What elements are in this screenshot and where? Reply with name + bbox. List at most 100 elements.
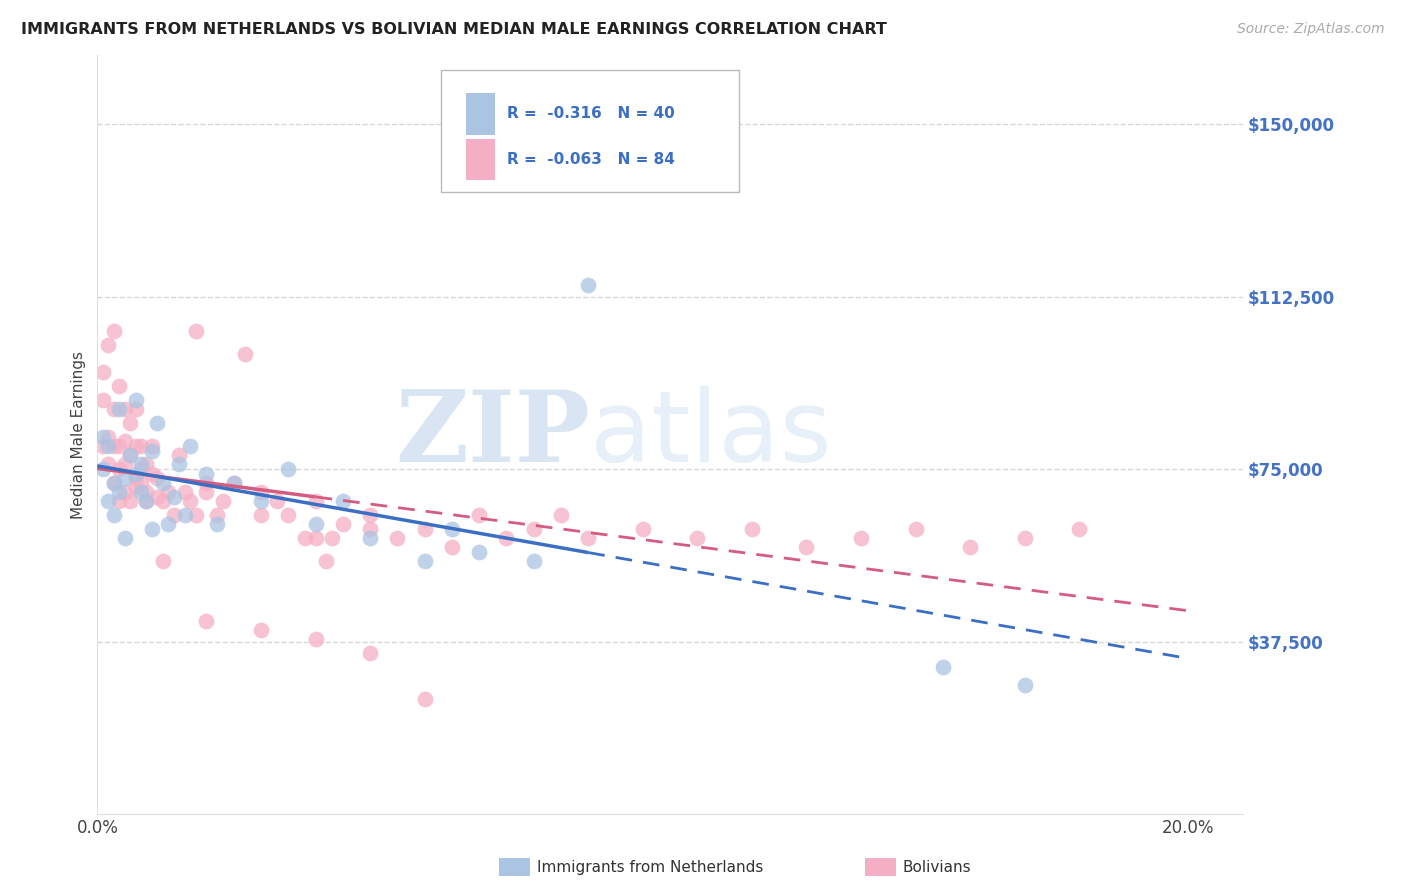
Point [332, 517, 354, 532]
Point [124, 393, 146, 408]
Text: ZIP: ZIP [395, 386, 591, 483]
Point [103, 508, 125, 522]
Point [129, 439, 152, 453]
Text: atlas: atlas [591, 386, 831, 483]
Point [250, 485, 273, 500]
Point [124, 467, 146, 481]
Point [120, 416, 142, 430]
Point [91, 366, 114, 380]
Point [141, 467, 163, 481]
Point [440, 541, 463, 555]
Point [167, 458, 190, 472]
Point [195, 475, 218, 490]
Point [157, 517, 180, 532]
Point [550, 508, 572, 522]
Point [304, 517, 326, 532]
Point [120, 494, 142, 508]
Point [294, 531, 316, 545]
Point [179, 439, 201, 453]
Point [250, 494, 273, 508]
FancyBboxPatch shape [441, 70, 738, 192]
Point [468, 508, 491, 522]
Point [103, 475, 125, 490]
Point [440, 522, 463, 536]
Point [315, 554, 337, 568]
Point [959, 541, 981, 555]
Text: Immigrants from Netherlands: Immigrants from Netherlands [537, 860, 763, 874]
Point [135, 494, 157, 508]
Point [157, 485, 180, 500]
Point [1069, 522, 1091, 536]
Point [332, 494, 354, 508]
Point [207, 508, 229, 522]
Point [211, 494, 233, 508]
Point [97, 439, 120, 453]
Point [207, 517, 229, 532]
Point [91, 462, 114, 476]
Point [114, 471, 136, 485]
Point [129, 462, 152, 476]
Bar [467, 93, 495, 135]
Point [97, 338, 120, 352]
Point [163, 508, 186, 522]
Point [120, 448, 142, 462]
Point [152, 554, 174, 568]
Point [932, 660, 955, 674]
Point [146, 471, 169, 485]
Point [184, 324, 207, 338]
Point [108, 402, 131, 417]
Point [413, 522, 436, 536]
Point [741, 522, 763, 536]
Point [135, 458, 157, 472]
Text: Source: ZipAtlas.com: Source: ZipAtlas.com [1237, 22, 1385, 37]
Point [250, 623, 273, 637]
Point [108, 379, 131, 393]
Bar [467, 138, 495, 180]
Point [152, 475, 174, 490]
Point [266, 494, 288, 508]
Point [135, 485, 157, 500]
Point [304, 494, 326, 508]
Point [359, 522, 381, 536]
Point [523, 522, 546, 536]
Point [114, 485, 136, 500]
Point [120, 448, 142, 462]
Point [576, 278, 599, 293]
Point [163, 490, 186, 504]
Point [359, 646, 381, 660]
Point [103, 324, 125, 338]
Point [321, 531, 343, 545]
Point [129, 485, 152, 500]
Point [631, 522, 654, 536]
Point [103, 475, 125, 490]
Point [173, 508, 195, 522]
Point [304, 531, 326, 545]
Point [91, 439, 114, 453]
Point [108, 485, 131, 500]
Point [304, 632, 326, 647]
Y-axis label: Median Male Earnings: Median Male Earnings [72, 351, 86, 518]
Point [233, 347, 256, 361]
Point [91, 430, 114, 444]
Point [124, 439, 146, 453]
Text: IMMIGRANTS FROM NETHERLANDS VS BOLIVIAN MEDIAN MALE EARNINGS CORRELATION CHART: IMMIGRANTS FROM NETHERLANDS VS BOLIVIAN … [21, 22, 887, 37]
Point [222, 475, 245, 490]
Point [277, 462, 299, 476]
Point [413, 554, 436, 568]
Point [184, 508, 207, 522]
Point [97, 458, 120, 472]
Point [849, 531, 872, 545]
Point [108, 494, 131, 508]
Point [576, 531, 599, 545]
Point [387, 531, 409, 545]
Point [124, 480, 146, 494]
Point [277, 508, 299, 522]
Point [97, 494, 120, 508]
Point [413, 692, 436, 706]
Point [108, 462, 131, 476]
Point [195, 467, 218, 481]
Point [359, 508, 381, 522]
Point [173, 485, 195, 500]
Text: R =  -0.063   N = 84: R = -0.063 N = 84 [508, 152, 675, 167]
Point [495, 531, 517, 545]
